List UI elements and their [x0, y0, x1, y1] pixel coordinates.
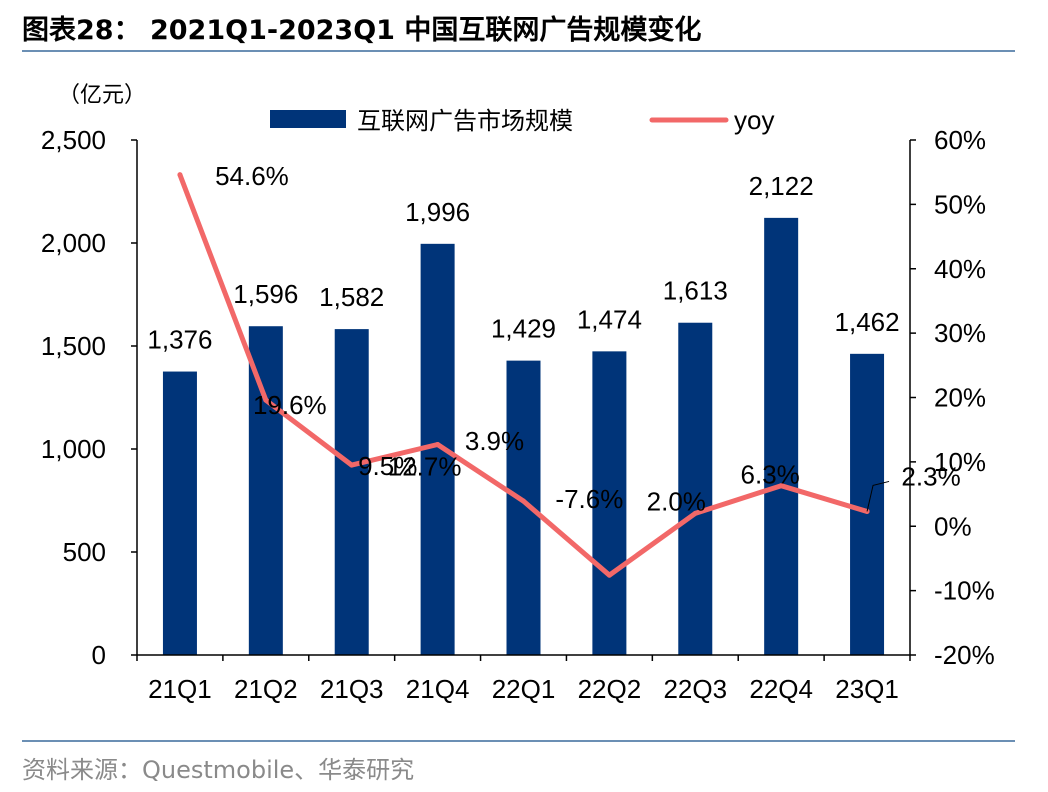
- yoy-value-label: -7.6%: [555, 484, 623, 514]
- yoy-value-label: 19.6%: [253, 390, 327, 420]
- bar-23Q1: [850, 353, 885, 655]
- bar-series: [162, 217, 885, 656]
- yoy-point-21Q1: [177, 172, 183, 178]
- left-tick-label: 2,500: [41, 125, 106, 155]
- left-tick-label: 500: [63, 537, 106, 567]
- bar-value-label: 1,429: [491, 314, 556, 344]
- right-tick-label: 30%: [934, 318, 986, 348]
- yoy-point-22Q4: [778, 483, 784, 489]
- left-tick-label: 1,500: [41, 331, 106, 361]
- bar-value-label: 1,376: [147, 325, 212, 355]
- x-tick-label: 22Q3: [663, 674, 727, 704]
- right-tick-label: 20%: [934, 383, 986, 413]
- legend-swatch-bar: [270, 110, 346, 128]
- legend-label-bar: 互联网广告市场规模: [357, 108, 573, 135]
- bar-21Q1: [162, 371, 197, 655]
- left-tick-label: 2,000: [41, 228, 106, 258]
- source-note: 资料来源：Questmobile、华泰研究: [22, 756, 415, 784]
- axes: 0 500 1,000 1,500 2,000 2,500 -20% -10% 0% 10% 20%…: [41, 125, 995, 704]
- bar-21Q3: [334, 329, 369, 655]
- yoy-value-label: 2.0%: [647, 486, 706, 516]
- bar-22Q1: [506, 360, 541, 655]
- bar-value-label: 1,613: [663, 276, 728, 306]
- yoy-value-label: 54.6%: [215, 161, 289, 191]
- x-tick-label: 21Q1: [148, 674, 212, 704]
- x-tick-label: 22Q4: [749, 674, 813, 704]
- right-tick-label: 40%: [934, 254, 986, 284]
- yoy-point-22Q2: [606, 572, 612, 578]
- x-tick-label: 21Q3: [320, 674, 384, 704]
- right-tick-label: -10%: [934, 576, 995, 606]
- data-labels: 1,376 1,596 1,582 1,996 1,429 1,474 1,613 2,122…: [147, 161, 960, 517]
- x-tick-label: 21Q4: [406, 674, 470, 704]
- footer-divider: [22, 740, 1015, 742]
- bar-value-label: 1,462: [835, 307, 900, 337]
- yoy-point-21Q2: [263, 397, 269, 403]
- header: 图表28： 2021Q1-2023Q1 中国互联网广告规模变化: [0, 0, 1048, 50]
- title-divider: [22, 50, 1015, 52]
- yoy-value-label: 6.3%: [741, 460, 800, 490]
- x-tick-label: 23Q1: [835, 674, 899, 704]
- right-tick-label: 60%: [934, 125, 986, 155]
- legend: 互联网广告市场规模 yoy: [270, 105, 774, 135]
- x-tick-label: 22Q2: [578, 674, 642, 704]
- bar-21Q2: [248, 326, 283, 655]
- legend-label-yoy: yoy: [734, 105, 774, 135]
- bar-22Q3: [678, 322, 713, 655]
- right-tick-label: 50%: [934, 189, 986, 219]
- y-axis-unit-label: （亿元）: [58, 82, 146, 107]
- right-tick-label: 0%: [934, 511, 972, 541]
- bar-value-label: 2,122: [749, 171, 814, 201]
- yoy-value-label: 2.3%: [901, 461, 960, 491]
- x-tick-label: 22Q1: [492, 674, 556, 704]
- yoy-point-21Q4: [435, 441, 441, 447]
- bar-value-label: 1,582: [319, 282, 384, 312]
- yoy-point-22Q3: [692, 510, 698, 516]
- right-tick-label: 10%: [934, 447, 986, 477]
- chart-title: 图表28： 2021Q1-2023Q1 中国互联网广告规模变化: [22, 15, 702, 46]
- bar-22Q4: [764, 217, 799, 656]
- yoy-point-22Q1: [521, 498, 526, 504]
- yoy-value-label: 9.5%: [358, 451, 417, 481]
- yoy-label-leader: [866, 480, 890, 512]
- yoy-point-21Q3: [349, 462, 355, 468]
- bar-22Q2: [592, 351, 627, 655]
- x-tick-label: 21Q2: [234, 674, 298, 704]
- yoy-value-label: 12.7%: [388, 451, 462, 481]
- right-tick-label: -20%: [934, 640, 995, 670]
- bar-value-label: 1,996: [405, 197, 470, 227]
- bar-value-label: 1,596: [233, 279, 298, 309]
- left-tick-label: 1,000: [41, 434, 106, 464]
- yoy-value-label: 3.9%: [465, 426, 524, 456]
- bar-value-label: 1,474: [577, 304, 642, 334]
- left-tick-label: 0: [92, 640, 106, 670]
